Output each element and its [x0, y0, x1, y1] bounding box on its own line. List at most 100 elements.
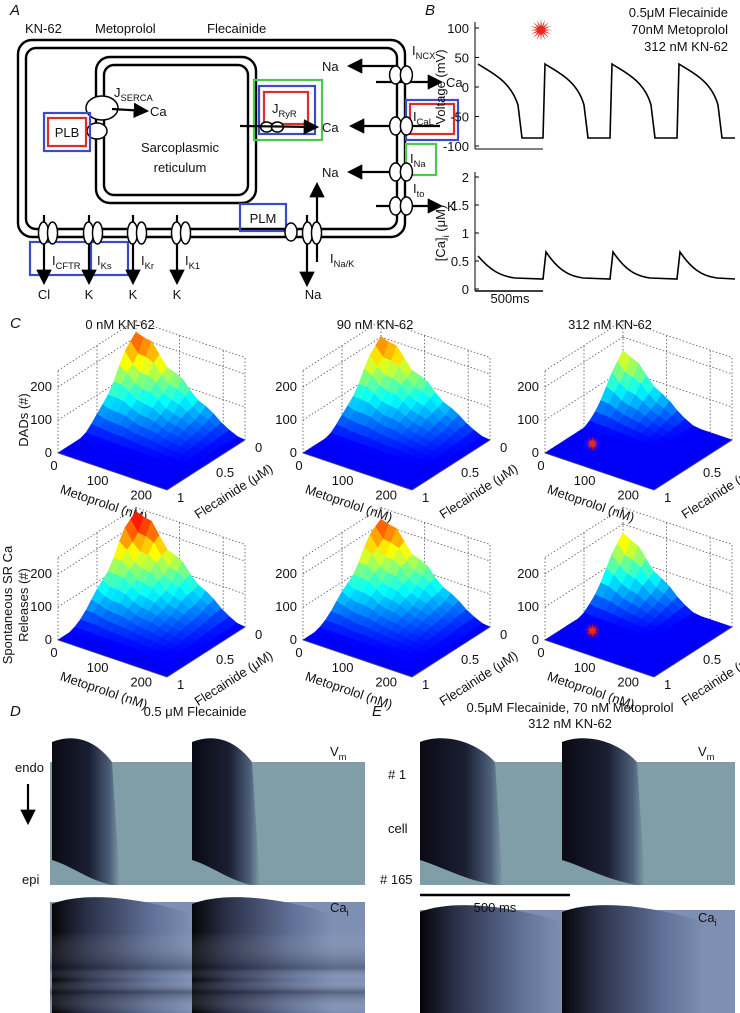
axis-label: [Ca]i (μM) [433, 205, 451, 262]
j-ryr: JRyR [272, 101, 297, 119]
x-tick-label: 0 [50, 458, 57, 473]
y-tick-label: 1 [462, 226, 469, 241]
panel-title: 312 nM KN-62 [528, 716, 612, 731]
calcium-trace [477, 249, 736, 280]
box-edge [57, 452, 168, 491]
x-tick-label: 0 [537, 645, 544, 660]
box-edge [380, 320, 491, 358]
z-tick-label: 100 [517, 412, 539, 427]
red-star [584, 622, 601, 639]
panel-title: 0.5 μM Flecainide [144, 704, 247, 719]
box-edge [544, 639, 655, 678]
ion-label: Ca [446, 75, 463, 90]
arrow [239, 119, 320, 135]
channel [310, 221, 323, 245]
box-edge [380, 556, 491, 595]
legend-text: 70nM Metoprolol [631, 22, 728, 37]
channel [46, 221, 59, 245]
cai-label: Cai [330, 900, 349, 918]
x-tick-label: 0 [295, 458, 302, 473]
box-edge [302, 336, 382, 388]
vm-beat [192, 738, 260, 885]
i-ncx: INCX [412, 43, 436, 61]
vm-label-main: V [330, 744, 339, 759]
y-tick-label: 0 [500, 440, 507, 455]
ion-label: Ca [322, 120, 339, 135]
serca-pump [85, 95, 119, 121]
bottom-current: IKr [141, 253, 154, 271]
box-edge [57, 336, 137, 388]
z-tick-label: 200 [517, 379, 539, 394]
ion-label: Na [322, 165, 339, 180]
channel [399, 162, 414, 182]
box-edge [302, 320, 382, 371]
y-tick-label: 0 [255, 627, 262, 642]
y-tick-label: 2 [462, 170, 469, 185]
bottom-current-main: I [52, 253, 56, 268]
x-tick-label: 200 [130, 488, 152, 503]
y-tick-label: 0 [500, 627, 507, 642]
z-tick-label: 0 [45, 445, 52, 460]
i-cal-sub: CaL [417, 117, 434, 127]
kn62-box [46, 116, 88, 148]
box-edge [622, 320, 733, 358]
i-cal: ICaL [413, 109, 434, 127]
ion-label: Na [305, 287, 322, 302]
box-edge [622, 336, 733, 375]
y-tick-label: -100 [443, 139, 469, 154]
panel-label: C [10, 315, 21, 332]
y-tick-label: 1 [177, 677, 184, 692]
z-axis-label: DADs (#) [16, 393, 31, 446]
vm-beat [562, 738, 645, 885]
axis-label-main: [Ca] [433, 237, 448, 261]
x-tick-label: 200 [617, 675, 639, 690]
z-tick-label: 0 [45, 632, 52, 647]
cell-label: # 165 [380, 872, 413, 887]
ion-label: Na [322, 59, 339, 74]
scale-bar-label: 500 ms [474, 900, 517, 915]
bottom-current: ICFTR [52, 253, 81, 271]
j-ryr-sub: RyR [279, 109, 297, 119]
x-tick-label: 200 [375, 675, 397, 690]
ca-stripes [50, 932, 365, 1012]
box-edge [135, 523, 246, 562]
axis-label: Voltage (mV) [433, 49, 448, 124]
vm-beat [420, 738, 503, 885]
vm-label-sub: m [339, 752, 347, 762]
y-tick-label: 0.5 [461, 465, 479, 480]
j-serca: JSERCA [114, 85, 153, 103]
ion-label: Ca [150, 104, 167, 119]
legend-metoprolol: Metoprolol [95, 21, 156, 36]
z-tick-label: 200 [275, 566, 297, 581]
bottom-current: IK1 [185, 253, 200, 271]
z-tick-label: 200 [30, 379, 52, 394]
channel [91, 221, 104, 245]
box-edge [57, 507, 137, 558]
flecainide-box [404, 142, 438, 177]
box-edge [57, 639, 168, 678]
box-edge [302, 523, 382, 575]
bottom-current: IKs [97, 253, 112, 271]
panel-label: E [372, 703, 383, 720]
ion-label: K [85, 287, 94, 302]
panel-label: A [9, 2, 20, 19]
box-edge [302, 452, 413, 491]
i-na-sub: Na [414, 159, 427, 169]
box-edge [135, 556, 246, 595]
box-edge [544, 452, 655, 491]
bottom-current-sub: Ks [101, 261, 112, 271]
x-tick-label: 200 [375, 488, 397, 503]
x-tick-label: 100 [332, 660, 354, 675]
panel-label: D [10, 703, 21, 720]
box-edge [166, 626, 246, 678]
box-edge [653, 626, 733, 678]
cai-label-main: Ca [698, 910, 715, 925]
legend-text: 312 nM KN-62 [644, 39, 728, 54]
z-tick-label: 200 [275, 379, 297, 394]
channel [399, 116, 414, 136]
ion-label: Cl [38, 287, 50, 302]
channel [179, 221, 192, 245]
i-cal-main: I [413, 109, 417, 124]
box-edge [544, 336, 624, 388]
z-tick-label: 0 [290, 632, 297, 647]
